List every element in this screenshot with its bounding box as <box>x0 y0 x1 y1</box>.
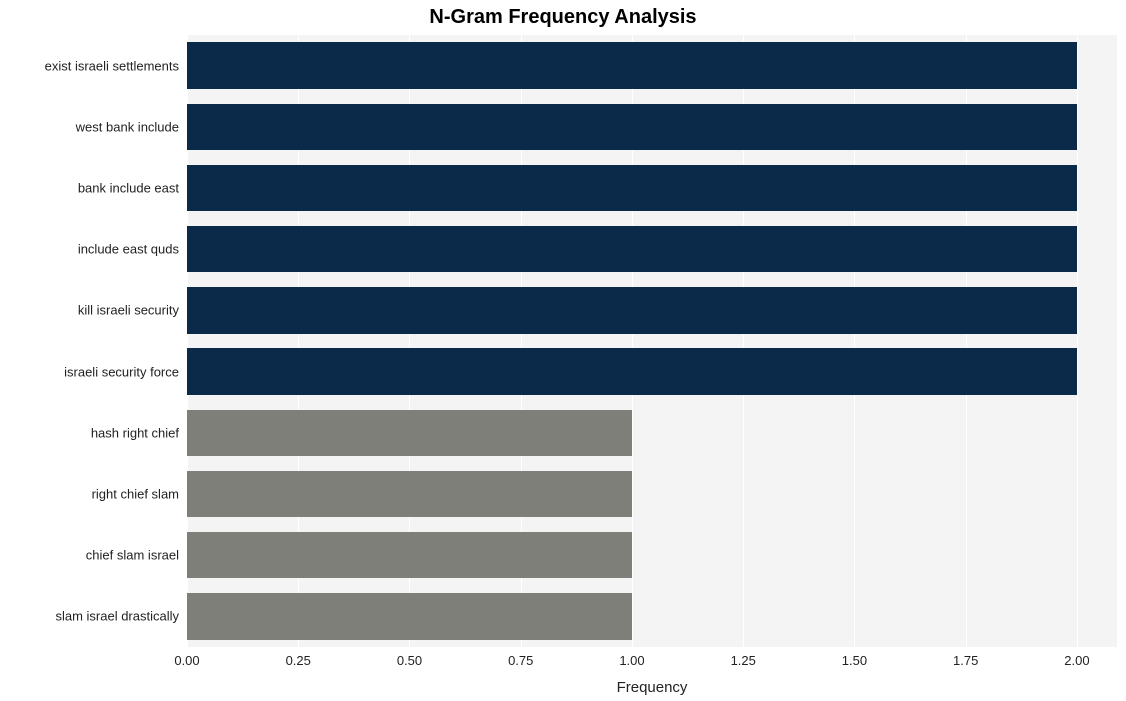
y-tick-label: chief slam israel <box>86 548 187 563</box>
x-tick-label: 2.00 <box>1064 647 1089 668</box>
bar <box>187 287 1077 334</box>
x-axis-title: Frequency <box>617 679 688 696</box>
bar <box>187 42 1077 89</box>
bar <box>187 104 1077 151</box>
y-tick-label: exist israeli settlements <box>45 58 187 73</box>
bar <box>187 593 632 640</box>
bar <box>187 165 1077 212</box>
y-tick-label: hash right chief <box>91 425 187 440</box>
x-tick-label: 1.25 <box>731 647 756 668</box>
bar <box>187 471 632 518</box>
bar <box>187 348 1077 395</box>
y-tick-label: kill israeli security <box>78 303 187 318</box>
x-tick-label: 0.00 <box>174 647 199 668</box>
y-tick-label: israeli security force <box>64 364 187 379</box>
ngram-frequency-chart: N-Gram Frequency Analysis Frequency 0.00… <box>0 0 1126 701</box>
y-tick-label: west bank include <box>76 119 187 134</box>
y-tick-label: right chief slam <box>92 487 187 502</box>
y-tick-label: slam israel drastically <box>55 609 187 624</box>
x-tick-label: 1.75 <box>953 647 978 668</box>
bar <box>187 410 632 457</box>
plot-area: Frequency 0.000.250.500.751.001.251.501.… <box>187 35 1117 647</box>
x-tick-label: 0.25 <box>286 647 311 668</box>
y-tick-label: bank include east <box>78 181 187 196</box>
x-tick-label: 1.00 <box>619 647 644 668</box>
x-tick-label: 0.75 <box>508 647 533 668</box>
x-tick-label: 1.50 <box>842 647 867 668</box>
gridline <box>1077 35 1078 647</box>
bar <box>187 532 632 579</box>
chart-title: N-Gram Frequency Analysis <box>0 6 1126 29</box>
bar <box>187 226 1077 273</box>
x-tick-label: 0.50 <box>397 647 422 668</box>
y-tick-label: include east quds <box>78 242 187 257</box>
